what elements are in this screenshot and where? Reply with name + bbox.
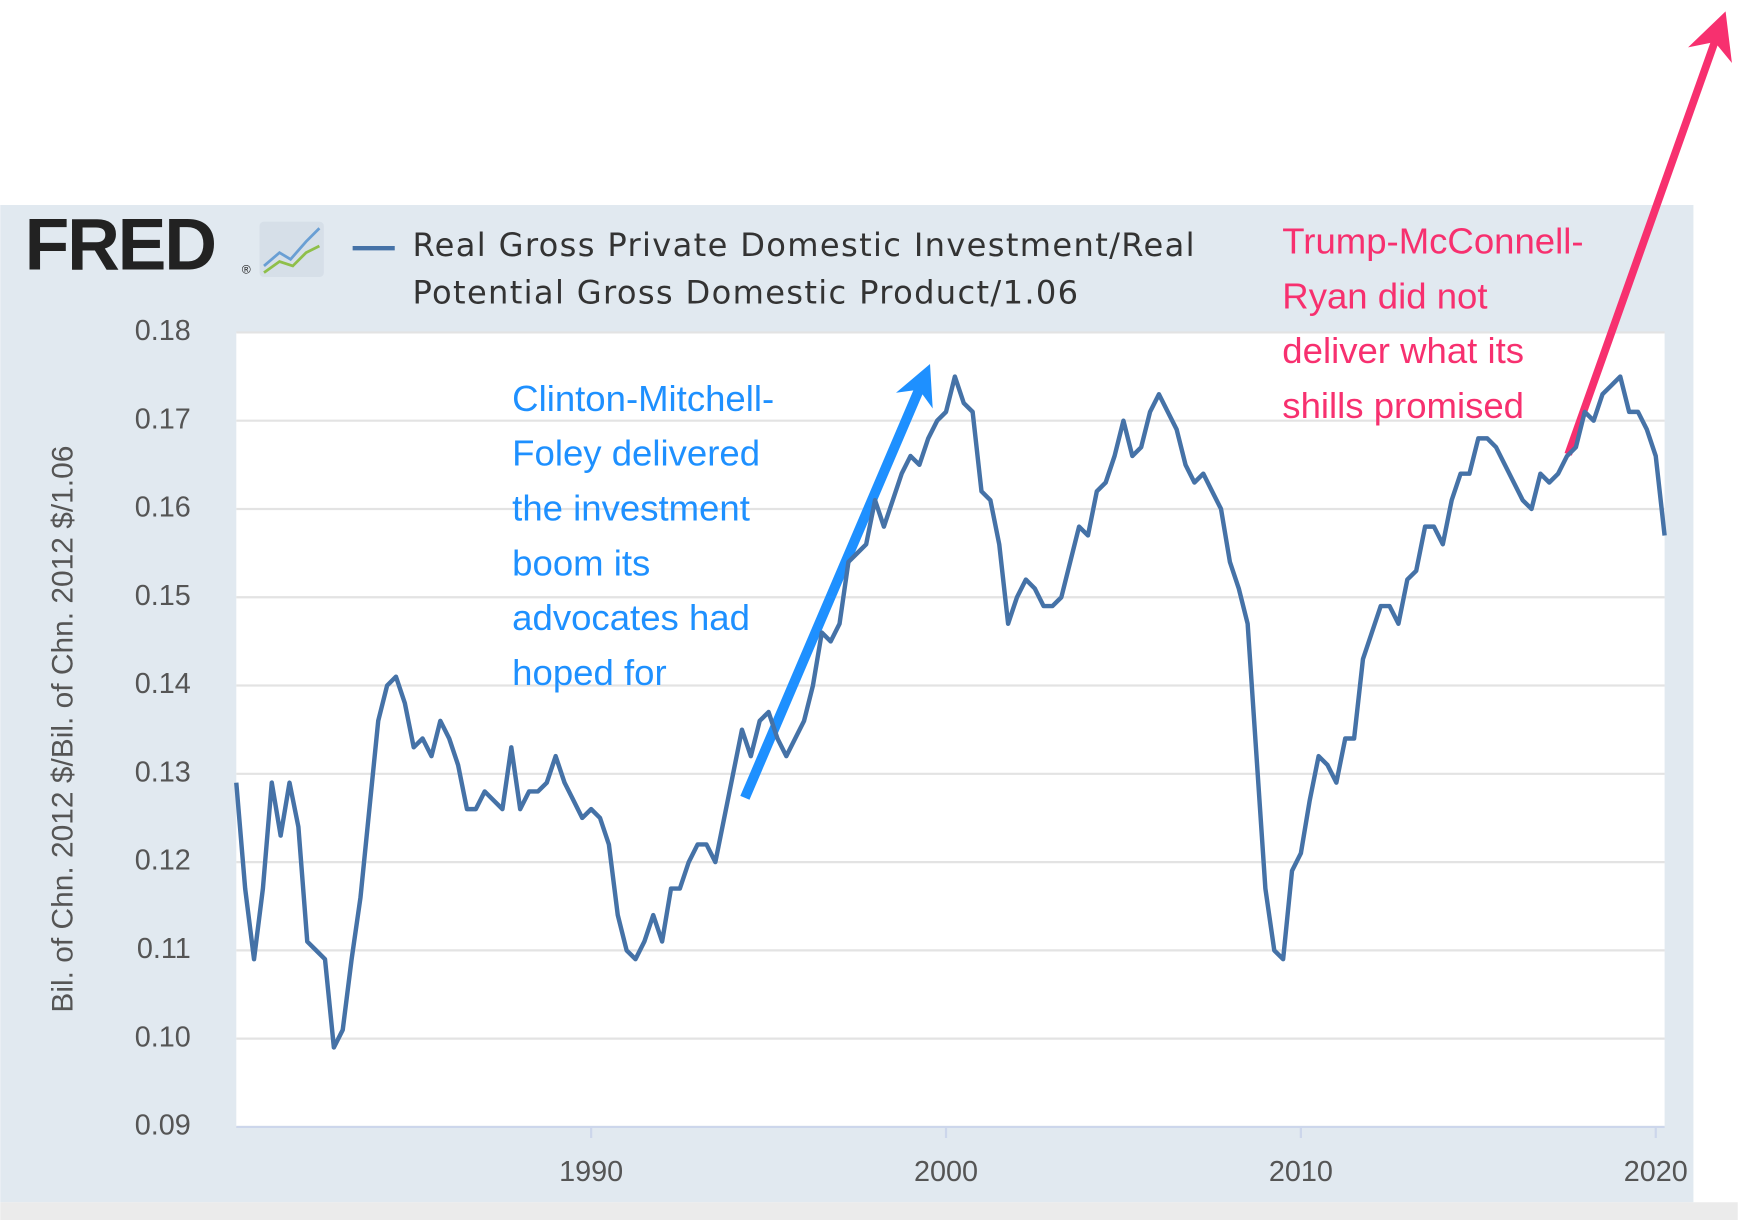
x-tick-label: 2010 — [1269, 1156, 1333, 1188]
annotation-text: advocates had — [512, 597, 750, 638]
annotation-text: shills promised — [1282, 385, 1524, 426]
logo-mark: ® — [242, 263, 251, 277]
annotation-text: hoped for — [512, 652, 666, 693]
y-tick-label: 0.12 — [135, 845, 191, 877]
y-tick-label: 0.13 — [135, 756, 191, 788]
plot-area — [236, 332, 1665, 1127]
series-line — [234, 374, 1667, 1050]
y-tick-label: 0.18 — [135, 315, 191, 347]
logo-text: FRED — [25, 205, 215, 286]
y-tick-label: 0.10 — [135, 1021, 191, 1053]
y-tick-label: 0.17 — [135, 403, 191, 435]
x-tick-label: 2020 — [1624, 1156, 1688, 1188]
y-axis-label: Bil. of Chn. 2012 $/Bil. of Chn. 2012 $/… — [46, 446, 79, 1013]
legend-label: Real Gross Private Domestic Investment/R… — [412, 226, 1196, 312]
annotation-text: Foley delivered — [512, 433, 760, 474]
annotation-text: deliver what its — [1282, 330, 1524, 371]
annotation-text: Ryan did not — [1282, 275, 1487, 316]
bottom-strip — [0, 1202, 1738, 1220]
y-tick-label: 0.11 — [137, 933, 191, 965]
annotation-text: Clinton-Mitchell- — [512, 378, 774, 419]
y-tick-label: 0.16 — [135, 492, 191, 524]
x-tick-label: 1990 — [559, 1156, 623, 1188]
annotation-text: boom its — [512, 542, 650, 583]
y-tick-label: 0.15 — [135, 580, 191, 612]
y-tick-label: 0.09 — [135, 1110, 191, 1142]
legend: Real Gross Private Domestic Investment/R… — [412, 226, 1196, 312]
y-tick-label: 0.14 — [135, 668, 191, 700]
x-tick-label: 2000 — [914, 1156, 978, 1188]
logo-icon — [259, 221, 324, 278]
pink-arrow — [1564, 11, 1732, 456]
annotation-text: the investment — [512, 487, 750, 528]
annotation-text: Trump-McConnell- — [1282, 220, 1583, 261]
